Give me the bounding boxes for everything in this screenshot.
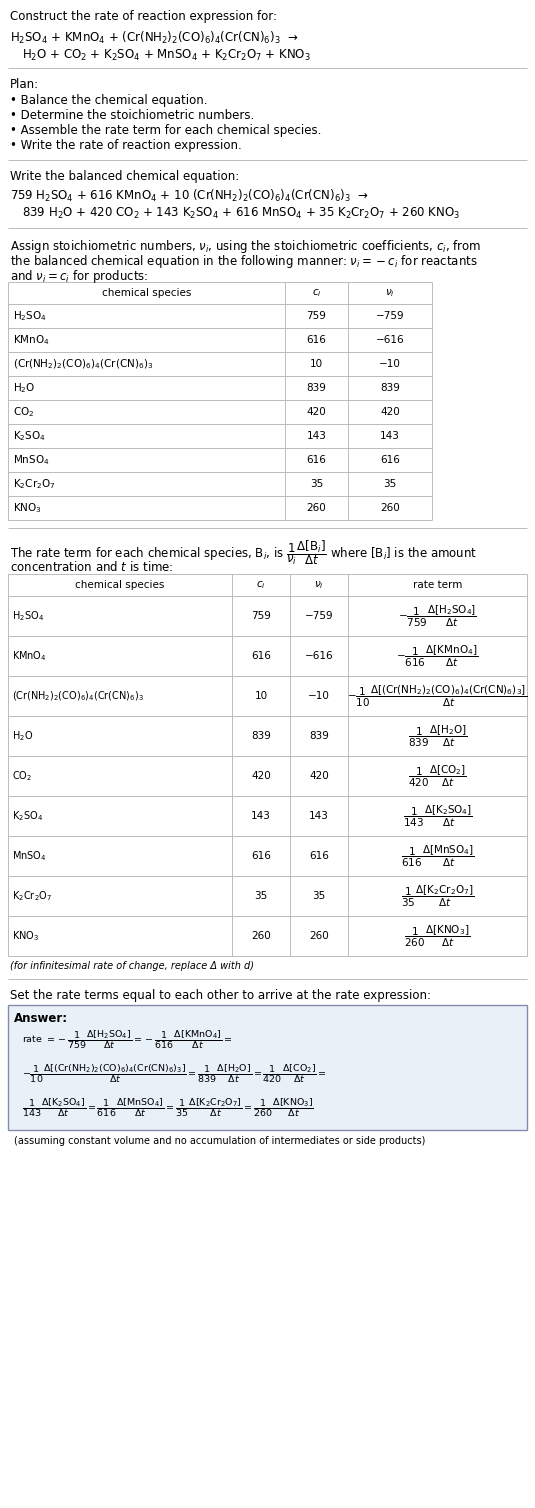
Text: 420: 420	[380, 407, 400, 418]
Text: 759: 759	[251, 611, 271, 621]
Text: 839: 839	[309, 731, 329, 740]
Text: $\dfrac{1}{839}\dfrac{\Delta[\mathrm{H_2O}]}{\Delta t}$: $\dfrac{1}{839}\dfrac{\Delta[\mathrm{H_2…	[408, 724, 467, 748]
Text: −616: −616	[376, 335, 404, 345]
Text: H$_2$SO$_4$: H$_2$SO$_4$	[12, 609, 44, 623]
Text: 143: 143	[307, 431, 326, 440]
Text: $-\dfrac{1}{10}\dfrac{\Delta[\mathrm{(Cr(NH_2)_2(CO)_6)_4(Cr(CN)_6)_3}]}{\Delta : $-\dfrac{1}{10}\dfrac{\Delta[\mathrm{(Cr…	[348, 683, 528, 709]
Text: Set the rate terms equal to each other to arrive at the rate expression:: Set the rate terms equal to each other t…	[10, 989, 431, 1001]
Text: • Balance the chemical equation.: • Balance the chemical equation.	[10, 93, 208, 107]
Text: • Write the rate of reaction expression.: • Write the rate of reaction expression.	[10, 139, 242, 152]
Text: −10: −10	[379, 359, 401, 369]
Text: H$_2$O: H$_2$O	[12, 728, 33, 743]
Text: −759: −759	[376, 311, 404, 321]
Text: 260: 260	[251, 930, 271, 941]
Text: and $\nu_i = c_i$ for products:: and $\nu_i = c_i$ for products:	[10, 268, 148, 285]
Text: MnSO$_4$: MnSO$_4$	[12, 849, 47, 863]
Text: $\dfrac{1}{616}\dfrac{\Delta[\mathrm{MnSO_4}]}{\Delta t}$: $\dfrac{1}{616}\dfrac{\Delta[\mathrm{MnS…	[401, 843, 475, 869]
Text: KNO$_3$: KNO$_3$	[13, 501, 42, 514]
Text: • Determine the stoichiometric numbers.: • Determine the stoichiometric numbers.	[10, 109, 254, 122]
Text: $-\dfrac{1}{616}\dfrac{\Delta[\mathrm{KMnO_4}]}{\Delta t}$: $-\dfrac{1}{616}\dfrac{\Delta[\mathrm{KM…	[396, 644, 479, 668]
Text: chemical species: chemical species	[75, 581, 165, 590]
Text: rate $= -\dfrac{1}{759}\dfrac{\Delta[\mathrm{H_2SO_4}]}{\Delta t} = -\dfrac{1}{6: rate $= -\dfrac{1}{759}\dfrac{\Delta[\ma…	[22, 1028, 232, 1051]
Text: KMnO$_4$: KMnO$_4$	[12, 648, 47, 664]
Text: (Cr(NH$_2$)$_2$(CO)$_6$)$_4$(Cr(CN)$_6$)$_3$: (Cr(NH$_2$)$_2$(CO)$_6$)$_4$(Cr(CN)$_6$)…	[13, 357, 154, 371]
Text: −10: −10	[308, 691, 330, 701]
Text: 616: 616	[251, 651, 271, 661]
Text: K$_2$Cr$_2$O$_7$: K$_2$Cr$_2$O$_7$	[13, 477, 56, 492]
Text: (assuming constant volume and no accumulation of intermediates or side products): (assuming constant volume and no accumul…	[14, 1136, 425, 1146]
Text: 839: 839	[307, 383, 326, 394]
Text: 420: 420	[251, 771, 271, 781]
Text: $\dfrac{1}{143}\dfrac{\Delta[\mathrm{K_2SO_4}]}{\Delta t} = \dfrac{1}{616}\dfrac: $\dfrac{1}{143}\dfrac{\Delta[\mathrm{K_2…	[22, 1096, 314, 1119]
Text: rate term: rate term	[413, 581, 462, 590]
Text: 35: 35	[254, 891, 268, 900]
Text: $-\dfrac{1}{759}\dfrac{\Delta[\mathrm{H_2SO_4}]}{\Delta t}$: $-\dfrac{1}{759}\dfrac{\Delta[\mathrm{H_…	[398, 603, 477, 629]
Text: 420: 420	[307, 407, 326, 418]
Text: 35: 35	[312, 891, 326, 900]
Text: 616: 616	[307, 335, 326, 345]
Text: (Cr(NH$_2$)$_2$(CO)$_6$)$_4$(Cr(CN)$_6$)$_3$: (Cr(NH$_2$)$_2$(CO)$_6$)$_4$(Cr(CN)$_6$)…	[12, 689, 144, 703]
Text: 260: 260	[380, 504, 400, 513]
Text: $\dfrac{1}{35}\dfrac{\Delta[\mathrm{K_2Cr_2O_7}]}{\Delta t}$: $\dfrac{1}{35}\dfrac{\Delta[\mathrm{K_2C…	[401, 884, 474, 909]
Text: $\dfrac{1}{420}\dfrac{\Delta[\mathrm{CO_2}]}{\Delta t}$: $\dfrac{1}{420}\dfrac{\Delta[\mathrm{CO_…	[408, 763, 467, 789]
Text: −616: −616	[305, 651, 333, 661]
Text: 35: 35	[310, 480, 323, 489]
Text: KMnO$_4$: KMnO$_4$	[13, 333, 50, 347]
Text: 616: 616	[307, 455, 326, 464]
Text: $\dfrac{1}{260}\dfrac{\Delta[\mathrm{KNO_3}]}{\Delta t}$: $\dfrac{1}{260}\dfrac{\Delta[\mathrm{KNO…	[404, 923, 470, 949]
Text: Plan:: Plan:	[10, 78, 39, 90]
Text: $\dfrac{1}{143}\dfrac{\Delta[\mathrm{K_2SO_4}]}{\Delta t}$: $\dfrac{1}{143}\dfrac{\Delta[\mathrm{K_2…	[402, 804, 472, 828]
Text: 839 H$_2$O + 420 CO$_2$ + 143 K$_2$SO$_4$ + 616 MnSO$_4$ + 35 K$_2$Cr$_2$O$_7$ +: 839 H$_2$O + 420 CO$_2$ + 143 K$_2$SO$_4…	[22, 207, 460, 222]
Text: CO$_2$: CO$_2$	[12, 769, 32, 783]
Text: 759: 759	[307, 311, 326, 321]
Text: MnSO$_4$: MnSO$_4$	[13, 452, 50, 467]
Text: H$_2$SO$_4$: H$_2$SO$_4$	[13, 309, 47, 323]
Text: K$_2$SO$_4$: K$_2$SO$_4$	[12, 810, 43, 823]
Text: $\nu_i$: $\nu_i$	[314, 579, 324, 591]
Text: 759 H$_2$SO$_4$ + 616 KMnO$_4$ + 10 (Cr(NH$_2$)$_2$(CO)$_6$)$_4$(Cr(CN)$_6$)$_3$: 759 H$_2$SO$_4$ + 616 KMnO$_4$ + 10 (Cr(…	[10, 188, 369, 204]
Text: 143: 143	[309, 811, 329, 820]
Text: Answer:: Answer:	[14, 1012, 68, 1025]
Text: Construct the rate of reaction expression for:: Construct the rate of reaction expressio…	[10, 11, 277, 23]
Text: 839: 839	[380, 383, 400, 394]
Text: 35: 35	[384, 480, 396, 489]
Text: H$_2$SO$_4$ + KMnO$_4$ + (Cr(NH$_2$)$_2$(CO)$_6$)$_4$(Cr(CN)$_6$)$_3$  →: H$_2$SO$_4$ + KMnO$_4$ + (Cr(NH$_2$)$_2$…	[10, 30, 299, 47]
Text: 260: 260	[309, 930, 329, 941]
Text: KNO$_3$: KNO$_3$	[12, 929, 39, 942]
FancyBboxPatch shape	[8, 1004, 527, 1129]
Text: The rate term for each chemical species, B$_i$, is $\dfrac{1}{\nu_i}\dfrac{\Delt: The rate term for each chemical species,…	[10, 538, 477, 567]
Text: 143: 143	[380, 431, 400, 440]
Text: $-\dfrac{1}{10}\dfrac{\Delta[\mathrm{(Cr(NH_2)_2(CO)_6)_4(Cr(CN)_6)_3}]}{\Delta : $-\dfrac{1}{10}\dfrac{\Delta[\mathrm{(Cr…	[22, 1063, 327, 1086]
Text: • Assemble the rate term for each chemical species.: • Assemble the rate term for each chemic…	[10, 124, 322, 137]
Text: concentration and $t$ is time:: concentration and $t$ is time:	[10, 559, 173, 575]
Text: chemical species: chemical species	[102, 288, 191, 299]
Text: 839: 839	[251, 731, 271, 740]
Text: 616: 616	[309, 851, 329, 861]
Text: 420: 420	[309, 771, 329, 781]
Text: K$_2$Cr$_2$O$_7$: K$_2$Cr$_2$O$_7$	[12, 890, 52, 903]
Text: −759: −759	[305, 611, 333, 621]
Text: Assign stoichiometric numbers, $\nu_i$, using the stoichiometric coefficients, $: Assign stoichiometric numbers, $\nu_i$, …	[10, 238, 482, 255]
Text: 10: 10	[255, 691, 268, 701]
Text: $\nu_i$: $\nu_i$	[385, 287, 395, 299]
Text: Write the balanced chemical equation:: Write the balanced chemical equation:	[10, 170, 239, 182]
Text: H$_2$O: H$_2$O	[13, 382, 35, 395]
Text: (for infinitesimal rate of change, replace Δ with d): (for infinitesimal rate of change, repla…	[10, 961, 254, 971]
Text: $c_i$: $c_i$	[312, 287, 322, 299]
Text: $c_i$: $c_i$	[256, 579, 266, 591]
Text: 143: 143	[251, 811, 271, 820]
Text: 616: 616	[251, 851, 271, 861]
Text: 260: 260	[307, 504, 326, 513]
Text: the balanced chemical equation in the following manner: $\nu_i = -c_i$ for react: the balanced chemical equation in the fo…	[10, 253, 478, 270]
Text: H$_2$O + CO$_2$ + K$_2$SO$_4$ + MnSO$_4$ + K$_2$Cr$_2$O$_7$ + KNO$_3$: H$_2$O + CO$_2$ + K$_2$SO$_4$ + MnSO$_4$…	[22, 48, 311, 63]
Text: 616: 616	[380, 455, 400, 464]
Text: 10: 10	[310, 359, 323, 369]
Text: CO$_2$: CO$_2$	[13, 406, 34, 419]
Text: K$_2$SO$_4$: K$_2$SO$_4$	[13, 430, 46, 443]
